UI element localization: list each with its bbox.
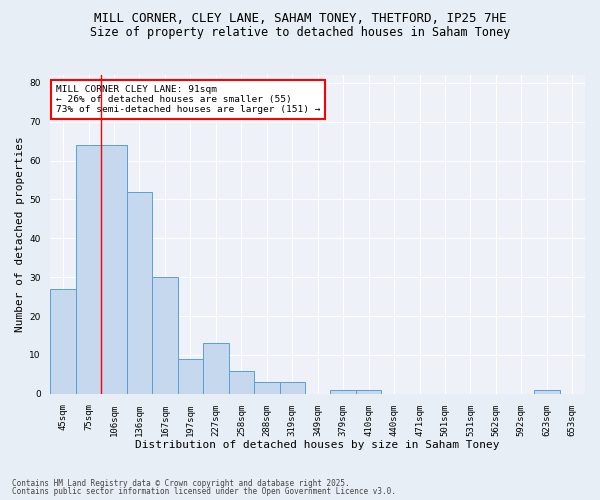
Bar [50,289,76,394]
Text: Size of property relative to detached houses in Saham Toney: Size of property relative to detached ho… [90,26,510,39]
Bar [152,277,178,394]
Bar [534,390,560,394]
Bar [280,382,305,394]
X-axis label: Distribution of detached houses by size in Saham Toney: Distribution of detached houses by size … [136,440,500,450]
Bar [101,145,127,394]
Bar [76,145,101,394]
Bar [127,192,152,394]
Bar [356,390,382,394]
Bar [331,390,356,394]
Text: Contains HM Land Registry data © Crown copyright and database right 2025.: Contains HM Land Registry data © Crown c… [12,478,350,488]
Bar [254,382,280,394]
Text: MILL CORNER CLEY LANE: 91sqm
← 26% of detached houses are smaller (55)
73% of se: MILL CORNER CLEY LANE: 91sqm ← 26% of de… [56,84,320,114]
Text: MILL CORNER, CLEY LANE, SAHAM TONEY, THETFORD, IP25 7HE: MILL CORNER, CLEY LANE, SAHAM TONEY, THE… [94,12,506,26]
Bar [203,344,229,394]
Bar [229,370,254,394]
Text: Contains public sector information licensed under the Open Government Licence v3: Contains public sector information licen… [12,487,396,496]
Y-axis label: Number of detached properties: Number of detached properties [15,136,25,332]
Bar [178,359,203,394]
